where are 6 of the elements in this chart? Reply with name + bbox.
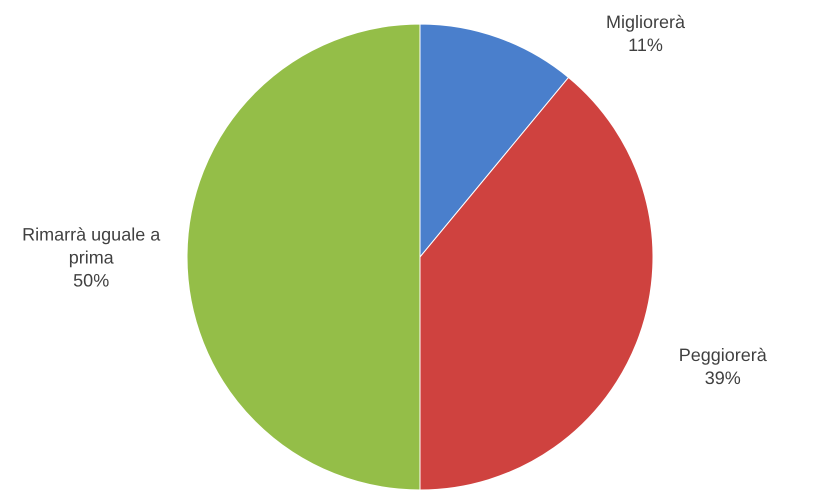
slice-label: Rimarrà uguale a prima	[22, 224, 162, 268]
data-label: 50%	[73, 270, 110, 290]
data-label: 11%	[628, 34, 663, 55]
slice-label: Migliorerà	[606, 12, 686, 32]
data-label: 39%	[704, 368, 741, 388]
slice-label: Peggiorerà	[678, 344, 768, 365]
